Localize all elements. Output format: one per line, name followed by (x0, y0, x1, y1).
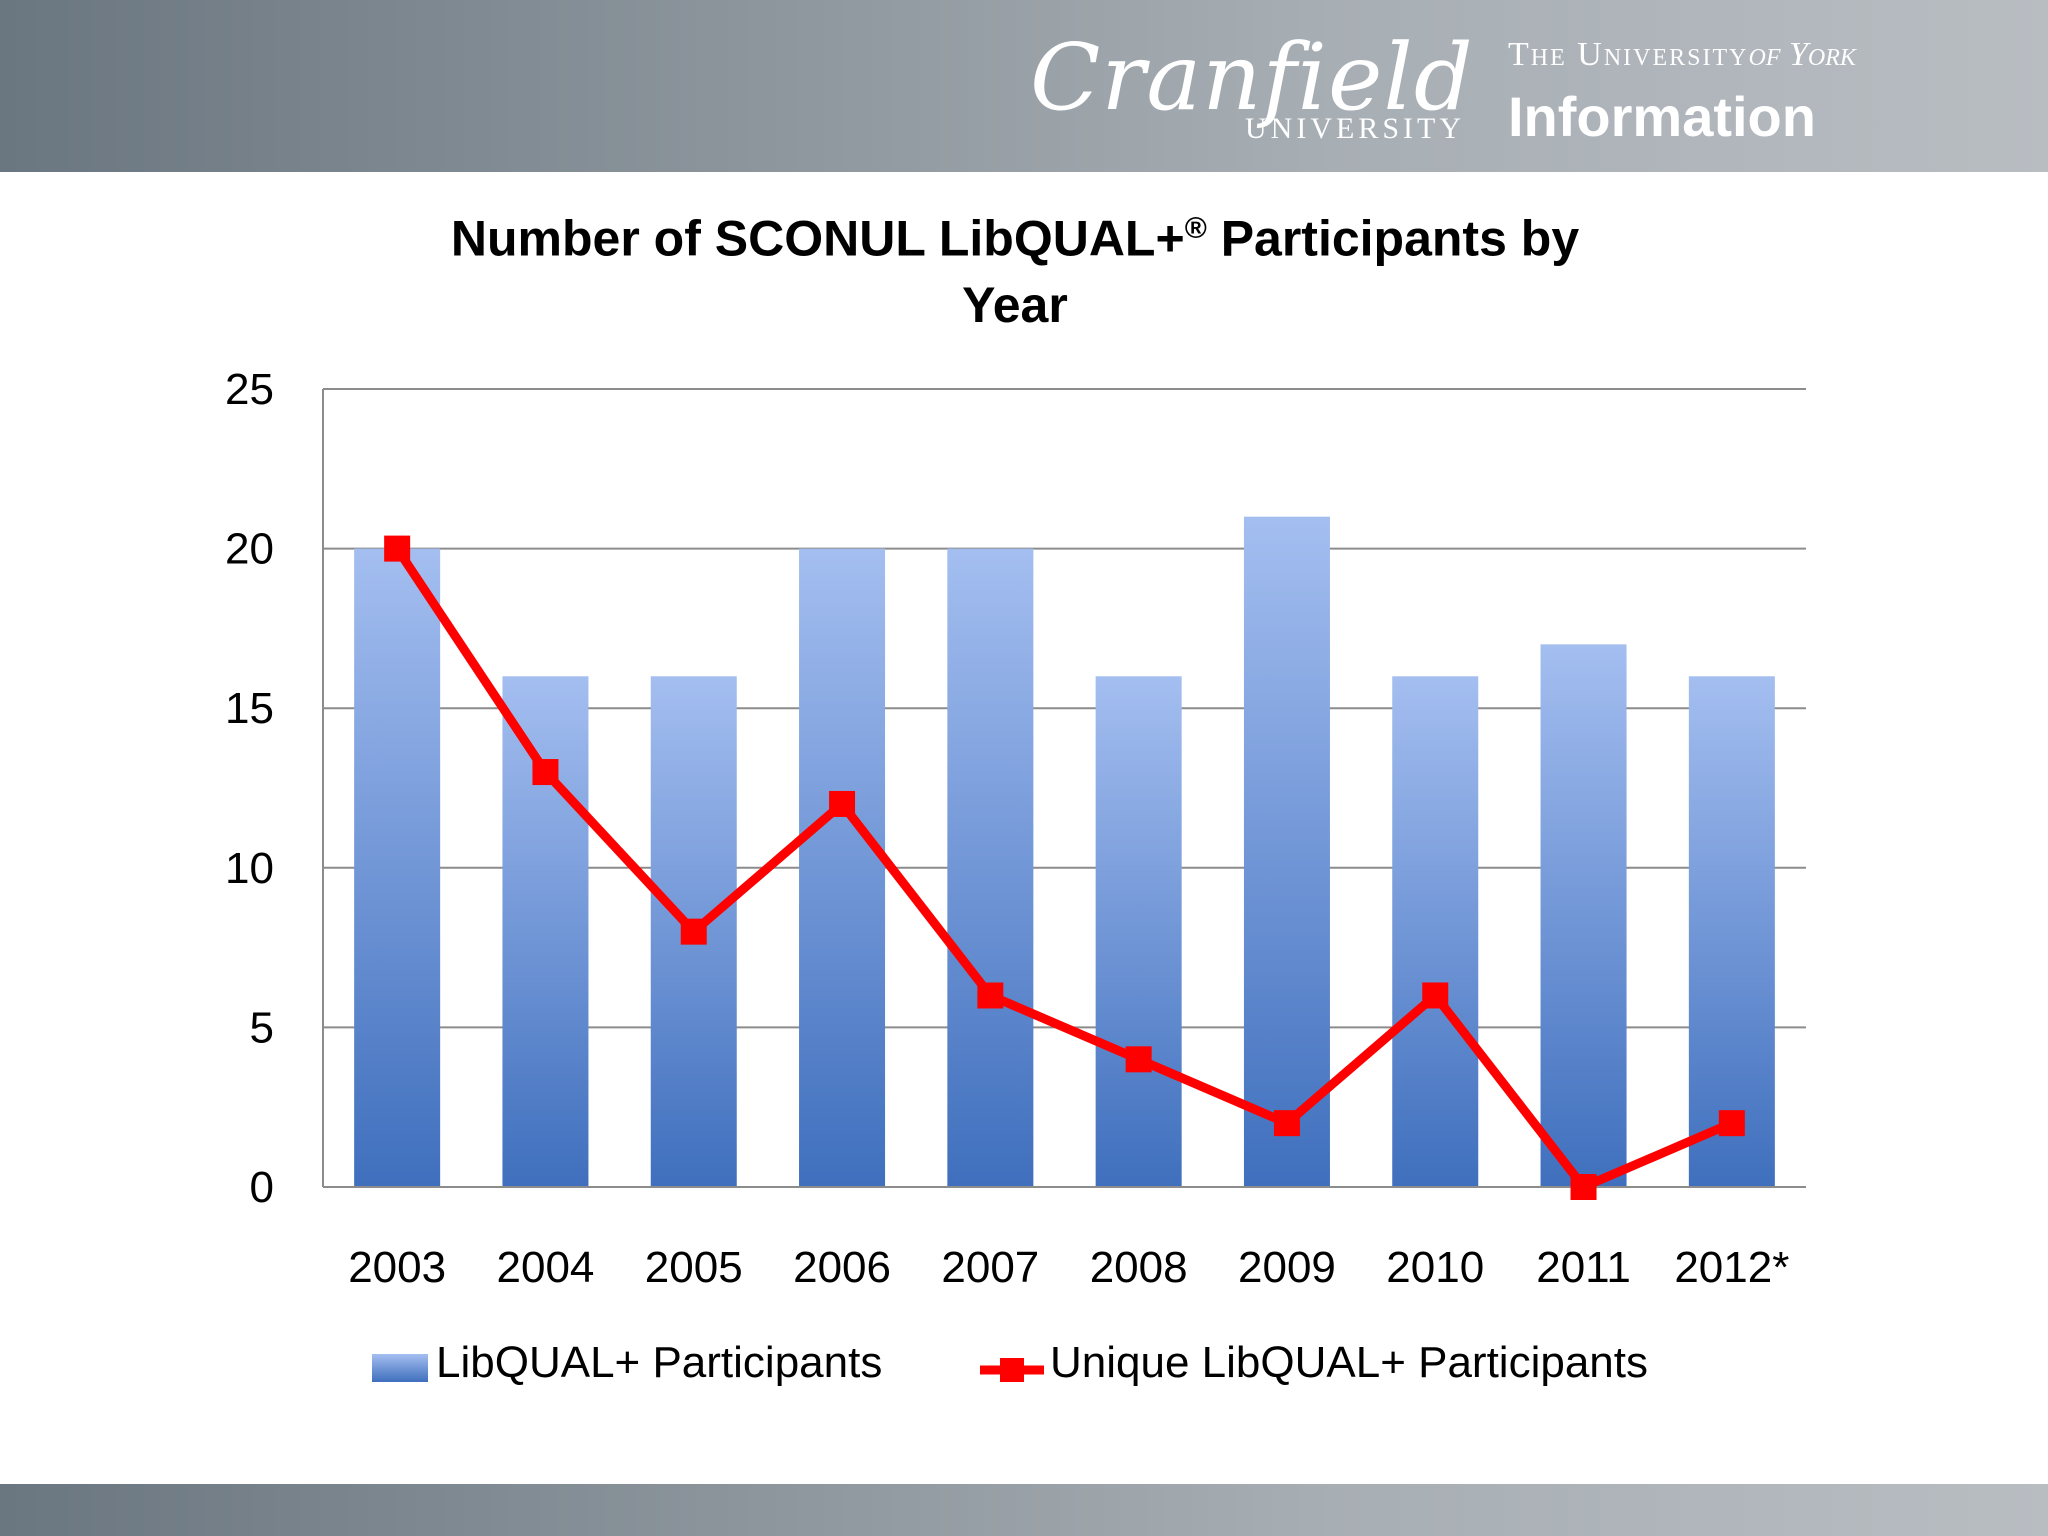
line-point (1718, 1110, 1745, 1137)
chart-title-rest: Participants by (1206, 210, 1580, 267)
bar (799, 548, 886, 1187)
bar (502, 676, 589, 1187)
cranfield-logo: Cranfield UNIVERSITY (1030, 28, 1473, 148)
line-point (1273, 1110, 1300, 1137)
x-tick-label: 2005 (645, 1243, 743, 1292)
line-point (532, 759, 559, 786)
line-series-unique (393, 546, 1734, 1192)
chart-title-registered: ® (1184, 212, 1207, 245)
x-tick-label: 2004 (497, 1243, 595, 1292)
line-point (829, 790, 856, 817)
y-tick-label: 25 (225, 365, 274, 414)
x-tick-label: 2006 (793, 1243, 891, 1292)
x-tick-label: 2012* (1674, 1243, 1789, 1292)
x-tick-label: 2007 (941, 1243, 1039, 1292)
line-point (680, 918, 707, 945)
legend-bar-swatch (372, 1354, 428, 1382)
chart-title-main: Number of SCONUL LibQUAL+ (450, 210, 1185, 267)
line-point (1570, 1174, 1597, 1200)
y-tick-label: 20 (225, 525, 274, 574)
chart-title: Number of SCONUL LibQUAL+® Participants … (330, 196, 1700, 338)
y-tick-label: 15 (225, 684, 274, 733)
y-tick-label: 5 (250, 1003, 274, 1052)
line-point (1125, 1046, 1152, 1073)
bar (1243, 516, 1330, 1187)
legend-line-swatch (980, 1358, 1044, 1382)
york-university-label: The Universityof York (1508, 36, 1856, 74)
line-point (1422, 982, 1449, 1009)
legend-line-label: Unique LibQUAL+ Participants (1050, 1338, 1648, 1387)
bar (354, 548, 441, 1187)
y-tick-label: 0 (250, 1163, 274, 1212)
x-tick-label: 2011 (1536, 1243, 1631, 1292)
bar (1688, 676, 1775, 1187)
legend-bar-label: LibQUAL+ Participants (436, 1338, 883, 1387)
bar (1540, 644, 1627, 1187)
footer-band (0, 1484, 2048, 1536)
x-tick-label: 2003 (348, 1243, 446, 1292)
york-of-york-text: of York (1748, 36, 1856, 73)
x-tick-label: 2009 (1238, 1243, 1336, 1292)
chart-title-line2: Year (962, 276, 1068, 333)
line-point (384, 535, 411, 562)
header-band (0, 0, 2048, 172)
cranfield-wordmark: Cranfield (1030, 24, 1474, 131)
york-logo: The Universityof York Information (1508, 36, 1968, 148)
york-top-text: The University (1508, 36, 1749, 73)
cranfield-university-label: UNIVERSITY (1245, 112, 1465, 145)
x-tick-label: 2010 (1386, 1243, 1484, 1292)
x-tick-label: 2008 (1090, 1243, 1188, 1292)
y-tick-label: 10 (225, 844, 274, 893)
york-information-label: Information (1508, 85, 1816, 148)
line-point (977, 982, 1004, 1009)
bar (947, 548, 1034, 1187)
bar (1095, 676, 1182, 1187)
bar (1392, 676, 1479, 1187)
